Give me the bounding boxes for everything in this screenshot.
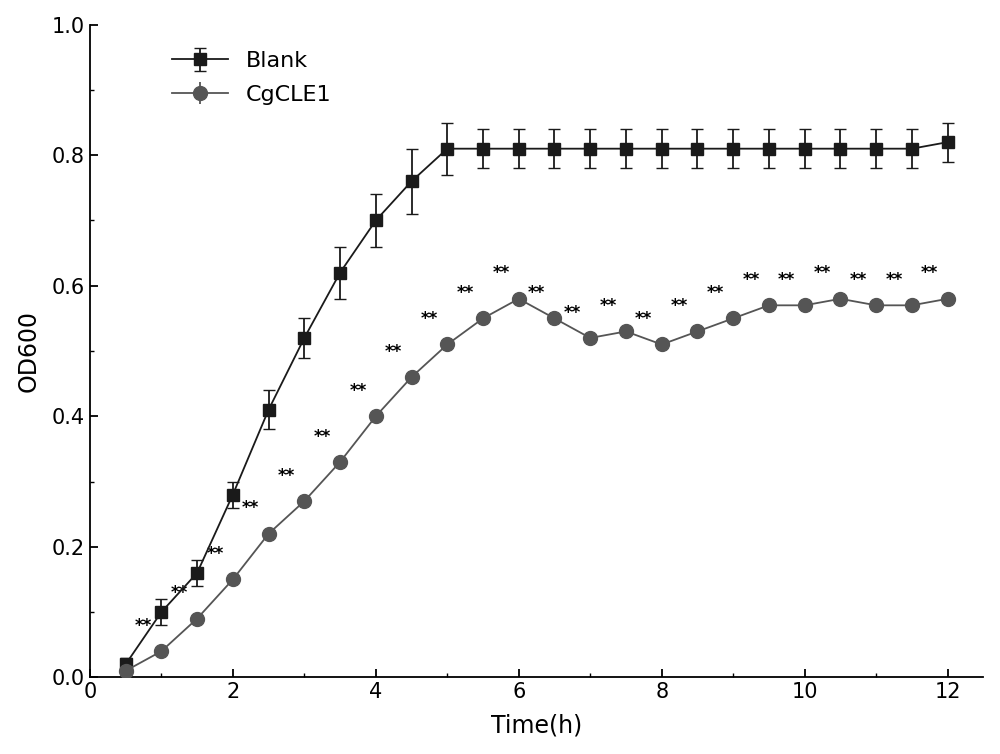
Text: **: ** — [457, 284, 474, 302]
X-axis label: Time(h): Time(h) — [491, 713, 582, 737]
Text: **: ** — [385, 343, 402, 361]
Y-axis label: OD600: OD600 — [17, 310, 41, 392]
Text: **: ** — [814, 265, 831, 283]
Text: **: ** — [492, 265, 509, 283]
Text: **: ** — [885, 271, 903, 289]
Text: **: ** — [564, 304, 581, 322]
Text: **: ** — [850, 271, 867, 289]
Text: **: ** — [278, 467, 295, 485]
Text: **: ** — [242, 499, 259, 517]
Text: **: ** — [671, 297, 688, 315]
Text: **: ** — [599, 297, 617, 315]
Text: **: ** — [206, 545, 224, 563]
Legend: Blank, CgCLE1: Blank, CgCLE1 — [164, 42, 340, 113]
Text: **: ** — [707, 284, 724, 302]
Text: **: ** — [742, 271, 760, 289]
Text: **: ** — [635, 310, 652, 328]
Text: **: ** — [921, 265, 938, 283]
Text: **: ** — [135, 617, 152, 635]
Text: **: ** — [314, 428, 331, 446]
Text: **: ** — [349, 382, 367, 400]
Text: **: ** — [421, 310, 438, 328]
Text: **: ** — [171, 584, 188, 602]
Text: **: ** — [778, 271, 795, 289]
Text: **: ** — [528, 284, 545, 302]
